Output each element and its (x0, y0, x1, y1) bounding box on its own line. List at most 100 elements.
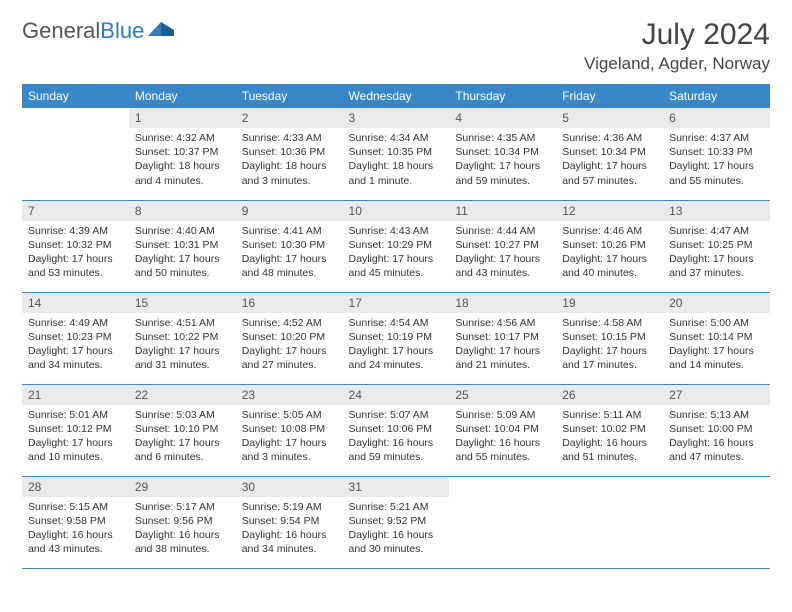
calendar-day-cell: . (449, 476, 556, 568)
day-number: 12 (556, 201, 663, 221)
calendar-day-cell: 9Sunrise: 4:41 AMSunset: 10:30 PMDayligh… (236, 200, 343, 292)
day-details: Sunrise: 5:11 AMSunset: 10:02 PMDaylight… (556, 405, 663, 469)
day-number: 8 (129, 201, 236, 221)
calendar-day-cell: 18Sunrise: 4:56 AMSunset: 10:17 PMDaylig… (449, 292, 556, 384)
calendar-week-row: .1Sunrise: 4:32 AMSunset: 10:37 PMDaylig… (22, 108, 770, 200)
calendar-day-cell: 29Sunrise: 5:17 AMSunset: 9:56 PMDayligh… (129, 476, 236, 568)
day-details: Sunrise: 4:47 AMSunset: 10:25 PMDaylight… (663, 221, 770, 285)
day-details: Sunrise: 4:54 AMSunset: 10:19 PMDaylight… (343, 313, 450, 377)
calendar-day-cell: 3Sunrise: 4:34 AMSunset: 10:35 PMDayligh… (343, 108, 450, 200)
calendar-day-cell: 26Sunrise: 5:11 AMSunset: 10:02 PMDaylig… (556, 384, 663, 476)
day-number: 3 (343, 108, 450, 128)
calendar-day-cell: . (663, 476, 770, 568)
day-number: 19 (556, 293, 663, 313)
calendar-day-cell: 14Sunrise: 4:49 AMSunset: 10:23 PMDaylig… (22, 292, 129, 384)
weekday-header: Saturday (663, 84, 770, 108)
day-number: 28 (22, 477, 129, 497)
day-number: 16 (236, 293, 343, 313)
title-block: July 2024 Vigeland, Agder, Norway (584, 18, 770, 74)
calendar-day-cell: 22Sunrise: 5:03 AMSunset: 10:10 PMDaylig… (129, 384, 236, 476)
calendar-day-cell: 13Sunrise: 4:47 AMSunset: 10:25 PMDaylig… (663, 200, 770, 292)
day-details: Sunrise: 4:51 AMSunset: 10:22 PMDaylight… (129, 313, 236, 377)
brand-part2: Blue (100, 18, 144, 44)
day-number: 26 (556, 385, 663, 405)
day-number: 6 (663, 108, 770, 128)
calendar-day-cell: 8Sunrise: 4:40 AMSunset: 10:31 PMDayligh… (129, 200, 236, 292)
month-title: July 2024 (584, 18, 770, 52)
day-number: 1 (129, 108, 236, 128)
day-number: 2 (236, 108, 343, 128)
calendar-day-cell: 28Sunrise: 5:15 AMSunset: 9:58 PMDayligh… (22, 476, 129, 568)
day-number: 27 (663, 385, 770, 405)
brand-part1: General (22, 18, 100, 44)
day-details: Sunrise: 5:00 AMSunset: 10:14 PMDaylight… (663, 313, 770, 377)
day-number: 24 (343, 385, 450, 405)
day-number: 25 (449, 385, 556, 405)
day-number: 14 (22, 293, 129, 313)
calendar-day-cell: 16Sunrise: 4:52 AMSunset: 10:20 PMDaylig… (236, 292, 343, 384)
day-details: Sunrise: 5:19 AMSunset: 9:54 PMDaylight:… (236, 497, 343, 561)
weekday-header: Monday (129, 84, 236, 108)
calendar-day-cell: 30Sunrise: 5:19 AMSunset: 9:54 PMDayligh… (236, 476, 343, 568)
day-details: Sunrise: 5:05 AMSunset: 10:08 PMDaylight… (236, 405, 343, 469)
calendar-day-cell: 1Sunrise: 4:32 AMSunset: 10:37 PMDayligh… (129, 108, 236, 200)
day-number: 20 (663, 293, 770, 313)
day-number: 17 (343, 293, 450, 313)
day-number: 4 (449, 108, 556, 128)
day-details: Sunrise: 5:17 AMSunset: 9:56 PMDaylight:… (129, 497, 236, 561)
calendar-week-row: 28Sunrise: 5:15 AMSunset: 9:58 PMDayligh… (22, 476, 770, 568)
calendar-table: SundayMondayTuesdayWednesdayThursdayFrid… (22, 84, 770, 569)
day-details: Sunrise: 4:58 AMSunset: 10:15 PMDaylight… (556, 313, 663, 377)
day-details: Sunrise: 4:46 AMSunset: 10:26 PMDaylight… (556, 221, 663, 285)
day-details: Sunrise: 5:13 AMSunset: 10:00 PMDaylight… (663, 405, 770, 469)
day-number: 15 (129, 293, 236, 313)
day-details: Sunrise: 4:49 AMSunset: 10:23 PMDaylight… (22, 313, 129, 377)
calendar-day-cell: 27Sunrise: 5:13 AMSunset: 10:00 PMDaylig… (663, 384, 770, 476)
day-number: 18 (449, 293, 556, 313)
calendar-day-cell: 19Sunrise: 4:58 AMSunset: 10:15 PMDaylig… (556, 292, 663, 384)
day-details: Sunrise: 4:44 AMSunset: 10:27 PMDaylight… (449, 221, 556, 285)
day-details: Sunrise: 5:03 AMSunset: 10:10 PMDaylight… (129, 405, 236, 469)
day-details: Sunrise: 4:43 AMSunset: 10:29 PMDaylight… (343, 221, 450, 285)
day-details: Sunrise: 4:56 AMSunset: 10:17 PMDaylight… (449, 313, 556, 377)
day-details: Sunrise: 4:52 AMSunset: 10:20 PMDaylight… (236, 313, 343, 377)
day-number: 11 (449, 201, 556, 221)
day-details: Sunrise: 4:34 AMSunset: 10:35 PMDaylight… (343, 128, 450, 192)
calendar-day-cell: 10Sunrise: 4:43 AMSunset: 10:29 PMDaylig… (343, 200, 450, 292)
calendar-day-cell: 11Sunrise: 4:44 AMSunset: 10:27 PMDaylig… (449, 200, 556, 292)
day-number: 31 (343, 477, 450, 497)
day-number: 29 (129, 477, 236, 497)
calendar-day-cell: 6Sunrise: 4:37 AMSunset: 10:33 PMDayligh… (663, 108, 770, 200)
calendar-day-cell: 4Sunrise: 4:35 AMSunset: 10:34 PMDayligh… (449, 108, 556, 200)
calendar-week-row: 21Sunrise: 5:01 AMSunset: 10:12 PMDaylig… (22, 384, 770, 476)
weekday-header: Tuesday (236, 84, 343, 108)
location: Vigeland, Agder, Norway (584, 54, 770, 74)
day-details: Sunrise: 4:41 AMSunset: 10:30 PMDaylight… (236, 221, 343, 285)
calendar-day-cell: . (22, 108, 129, 200)
day-details: Sunrise: 4:37 AMSunset: 10:33 PMDaylight… (663, 128, 770, 192)
logo-mark-icon (148, 18, 174, 44)
day-details: Sunrise: 4:32 AMSunset: 10:37 PMDaylight… (129, 128, 236, 192)
calendar-day-cell: 15Sunrise: 4:51 AMSunset: 10:22 PMDaylig… (129, 292, 236, 384)
day-details: Sunrise: 4:33 AMSunset: 10:36 PMDaylight… (236, 128, 343, 192)
day-number: 13 (663, 201, 770, 221)
header: GeneralBlue July 2024 Vigeland, Agder, N… (22, 18, 770, 74)
day-details: Sunrise: 4:39 AMSunset: 10:32 PMDaylight… (22, 221, 129, 285)
calendar-day-cell: 12Sunrise: 4:46 AMSunset: 10:26 PMDaylig… (556, 200, 663, 292)
calendar-day-cell: 5Sunrise: 4:36 AMSunset: 10:34 PMDayligh… (556, 108, 663, 200)
weekday-header: Wednesday (343, 84, 450, 108)
calendar-day-cell: 7Sunrise: 4:39 AMSunset: 10:32 PMDayligh… (22, 200, 129, 292)
day-number: 23 (236, 385, 343, 405)
calendar-day-cell: 17Sunrise: 4:54 AMSunset: 10:19 PMDaylig… (343, 292, 450, 384)
calendar-day-cell: 23Sunrise: 5:05 AMSunset: 10:08 PMDaylig… (236, 384, 343, 476)
calendar-day-cell: . (556, 476, 663, 568)
calendar-day-cell: 2Sunrise: 4:33 AMSunset: 10:36 PMDayligh… (236, 108, 343, 200)
calendar-day-cell: 31Sunrise: 5:21 AMSunset: 9:52 PMDayligh… (343, 476, 450, 568)
calendar-week-row: 7Sunrise: 4:39 AMSunset: 10:32 PMDayligh… (22, 200, 770, 292)
day-number: 9 (236, 201, 343, 221)
calendar-week-row: 14Sunrise: 4:49 AMSunset: 10:23 PMDaylig… (22, 292, 770, 384)
day-details: Sunrise: 4:36 AMSunset: 10:34 PMDaylight… (556, 128, 663, 192)
day-number: 7 (22, 201, 129, 221)
day-number: 30 (236, 477, 343, 497)
day-details: Sunrise: 5:07 AMSunset: 10:06 PMDaylight… (343, 405, 450, 469)
